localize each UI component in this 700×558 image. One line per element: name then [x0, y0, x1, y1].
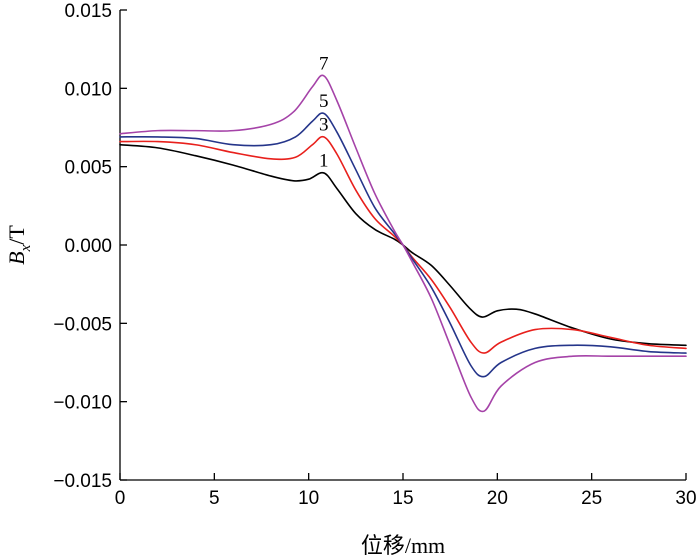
- x-tick-label: 30: [675, 488, 696, 509]
- y-tick-label: −0.005: [53, 314, 112, 335]
- x-tick-label: 0: [115, 488, 126, 509]
- x-tick-label: 20: [487, 488, 508, 509]
- x-tick-label: 10: [298, 488, 319, 509]
- y-ticks: 0.015 0.010 0.005 0.000 −0.005 −0.010 −0.015: [53, 1, 127, 492]
- curve-labels: 1 3 5 7: [319, 54, 329, 172]
- x-tick-label: 5: [209, 488, 220, 509]
- curve-label-7: 7: [319, 54, 329, 75]
- y-tick-label: 0.015: [64, 1, 112, 22]
- y-tick-label: −0.015: [53, 471, 112, 492]
- x-tick-label: 15: [392, 488, 413, 509]
- curve-label-1: 1: [319, 151, 329, 172]
- y-tick-label: 0.000: [64, 236, 112, 257]
- y-axis-title-unit: /T: [4, 225, 29, 245]
- x-axis-title: 位移/mm: [361, 533, 445, 558]
- y-axis-title-main: B: [4, 251, 29, 264]
- curve-label-3: 3: [319, 115, 329, 136]
- curve-label-5: 5: [319, 91, 329, 112]
- y-axis-title-sub: x: [18, 244, 34, 252]
- x-ticks: 0 5 10 15 20 25 30: [115, 473, 697, 509]
- y-tick-label: 0.010: [64, 79, 112, 100]
- y-tick-label: 0.005: [64, 158, 112, 179]
- y-axis-title: Bx/T: [4, 225, 34, 265]
- series-group: [119, 74, 687, 413]
- y-tick-label: −0.010: [53, 393, 112, 414]
- x-tick-label: 25: [581, 488, 602, 509]
- series-line-7: [119, 74, 687, 413]
